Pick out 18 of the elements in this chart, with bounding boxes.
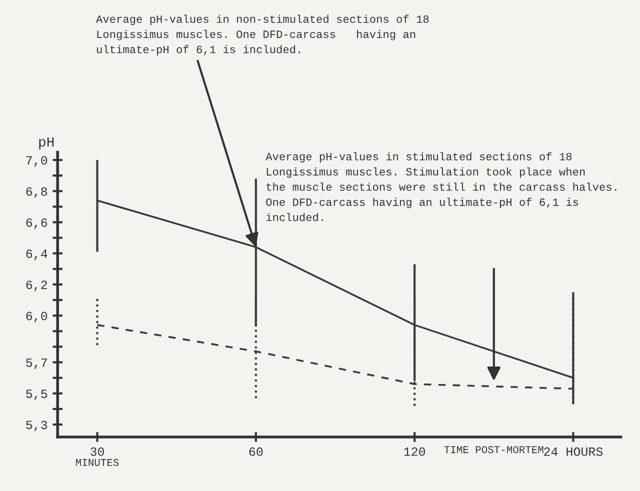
x-tick-label: 60 bbox=[249, 447, 263, 456]
y-tick-label: 6,8 bbox=[26, 187, 48, 198]
y-tick-label: 7,0 bbox=[26, 156, 48, 167]
y-tick-label: 5,5 bbox=[26, 390, 48, 400]
x-axis-title: TIME POST-MORTEM bbox=[444, 446, 544, 454]
x-tick-label: 30 bbox=[90, 447, 104, 456]
y-tick-label: 6,0 bbox=[26, 312, 48, 322]
annotation: Average pH-values in stimulated sections of 18 Longissimus muscles. Stimulation took place when the muscle sections were still in the carcass halves. One DFD-carcass having an ultimate-pH of 6,1 is included. bbox=[266, 152, 616, 222]
x-tick-label: 24 HOURS bbox=[544, 447, 603, 456]
text: MINUTES bbox=[76, 458, 119, 466]
x-tick-label: 120 bbox=[404, 447, 426, 456]
y-tick-label: 5,3 bbox=[26, 420, 48, 432]
y-tick-label: 5,7 bbox=[26, 358, 47, 370]
y-tick-label: 6,2 bbox=[26, 280, 47, 292]
y-tick-label: 6,6 bbox=[26, 218, 48, 229]
annotation: Average pH-values in non-stimulated sections of 18 Longissimus muscles. One DFD-carcass having an ultimate-pH of 6,1 is included. bbox=[96, 14, 429, 56]
y-axis-title: pH bbox=[39, 137, 54, 150]
y-tick-label: 6,4 bbox=[26, 250, 48, 260]
